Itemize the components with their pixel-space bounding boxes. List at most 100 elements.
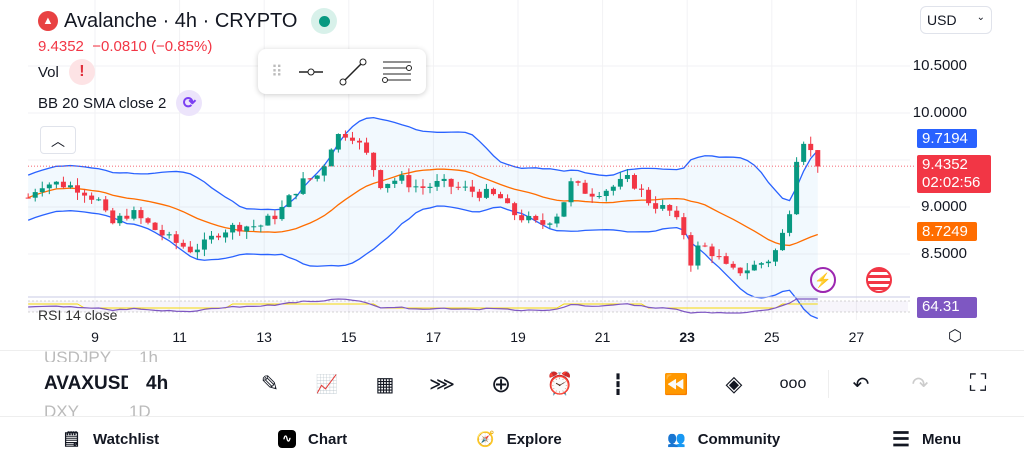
candle — [159, 229, 165, 236]
candle — [639, 188, 645, 190]
candle — [561, 202, 567, 217]
candle — [554, 216, 560, 224]
candle — [378, 170, 384, 189]
watchlist-prev[interactable]: USDJPY 1h — [44, 348, 158, 362]
nav-label: Watchlist — [93, 430, 160, 448]
trend-line-icon[interactable] — [339, 58, 367, 86]
price-label: 9.0000 — [921, 198, 967, 215]
lightning-event-icon[interactable]: ⚡ — [810, 267, 836, 293]
candle — [216, 235, 222, 238]
price-chart[interactable] — [0, 0, 1024, 320]
candle — [709, 246, 715, 257]
warning-icon[interactable]: ! — [68, 59, 95, 85]
candle — [152, 222, 158, 230]
candle — [420, 186, 426, 188]
candle — [758, 263, 764, 265]
candle — [180, 242, 186, 247]
compare-icon[interactable]: ⋙ — [429, 373, 455, 394]
candle — [244, 226, 250, 232]
candle — [286, 195, 292, 207]
fullscreen-icon[interactable]: ⛶ — [969, 370, 987, 397]
candle — [124, 215, 130, 219]
candle — [448, 178, 454, 187]
basis-tag: 8.7249 — [917, 222, 977, 241]
candle — [476, 191, 482, 198]
layers-icon[interactable]: ◈ — [725, 371, 743, 396]
symbol-title[interactable]: ▲ Avalanche · 4h · CRYPTO — [38, 8, 338, 34]
candle — [519, 215, 525, 221]
rsi-line — [28, 298, 818, 314]
candle — [780, 232, 786, 251]
candle — [272, 215, 278, 220]
nav-label: Explore — [506, 430, 562, 448]
us-flag-event-icon[interactable] — [866, 267, 892, 293]
candle — [349, 137, 355, 141]
nav-community[interactable]: 👥 Community — [667, 423, 780, 455]
collapse-button[interactable]: ︿ — [40, 126, 76, 154]
candle — [631, 175, 637, 189]
date-label: 23 — [679, 329, 695, 345]
replay-icon[interactable]: ⏪ — [663, 373, 689, 396]
candle — [533, 215, 539, 221]
nav-menu[interactable]: ☰ Menu — [892, 423, 961, 455]
candle — [208, 235, 214, 240]
drag-handle-icon[interactable]: ⠿ — [271, 63, 283, 81]
candle — [265, 215, 271, 226]
draw-pencil-icon[interactable]: ✎ — [260, 371, 280, 396]
countdown-tag: 02:02:56 — [922, 174, 981, 191]
rsi-ma-line — [28, 303, 818, 309]
candle — [82, 192, 88, 196]
candle — [596, 196, 602, 198]
candle — [660, 205, 666, 209]
indicators-icon[interactable]: 📈 — [315, 373, 339, 394]
currency-select[interactable]: USD ⌄ — [920, 6, 992, 34]
add-icon[interactable]: ⊕ — [490, 370, 512, 398]
undo-icon[interactable]: ↶ — [852, 373, 870, 396]
current-timeframe[interactable]: 4h — [146, 373, 169, 394]
price-label: 8.5000 — [921, 245, 967, 262]
candle — [772, 250, 778, 262]
candle — [787, 214, 793, 233]
indicator-vol[interactable]: Vol! — [38, 59, 95, 85]
nav-chart[interactable]: ∿ Chart — [278, 423, 347, 455]
more-icon[interactable]: ooo — [779, 375, 807, 392]
indicator-bb[interactable]: BB 20 SMA close 2 ⟳ — [38, 90, 203, 116]
refresh-icon[interactable]: ⟳ — [176, 90, 203, 116]
chevron-down-icon: ⌄ — [976, 12, 985, 23]
alarm-icon[interactable]: ⏰ — [546, 371, 574, 396]
parallel-channel-icon[interactable] — [381, 58, 413, 86]
candle — [483, 188, 489, 198]
date-label: 27 — [848, 329, 865, 345]
candle — [413, 186, 419, 188]
candle — [201, 239, 207, 250]
chart-icon: ∿ — [278, 430, 296, 448]
nav-watchlist[interactable]: 🗒 Watchlist — [62, 423, 159, 455]
rsi-label: RSI 14 close — [38, 307, 118, 323]
candle — [67, 185, 73, 188]
symbol-title-text: Avalanche · 4h · CRYPTO — [64, 9, 298, 32]
prev-tf: 1h — [139, 348, 158, 362]
layout-grid-icon[interactable]: ▦ — [375, 373, 395, 396]
date-label: 19 — [510, 329, 526, 345]
candle — [300, 178, 306, 194]
candles-icon[interactable]: ┇ — [611, 373, 625, 396]
candle — [744, 270, 750, 274]
candle — [589, 193, 595, 197]
candle — [60, 181, 66, 188]
redo-icon[interactable]: ↷ — [911, 373, 929, 396]
nav-explore[interactable]: 🧭 Explore — [476, 423, 562, 455]
candle — [328, 149, 334, 167]
market-open-icon[interactable] — [311, 8, 338, 34]
price-quote: 9.4352 −0.0810 (−0.85%) — [38, 38, 212, 55]
price-change: −0.0810 (−0.85%) — [92, 38, 213, 55]
current-symbol[interactable]: AVAXUSD — [44, 373, 128, 394]
drawing-toolbar: ⠿ — [258, 49, 426, 94]
candle — [131, 210, 137, 219]
last-price: 9.4352 — [38, 38, 84, 55]
candle — [434, 180, 440, 187]
candle — [96, 199, 102, 201]
watchlist-next[interactable]: DXY 1D — [44, 402, 151, 418]
horizontal-ray-icon[interactable] — [297, 62, 325, 82]
candle — [808, 143, 814, 151]
settings-hexagon-icon[interactable]: ⬡ — [948, 328, 962, 345]
